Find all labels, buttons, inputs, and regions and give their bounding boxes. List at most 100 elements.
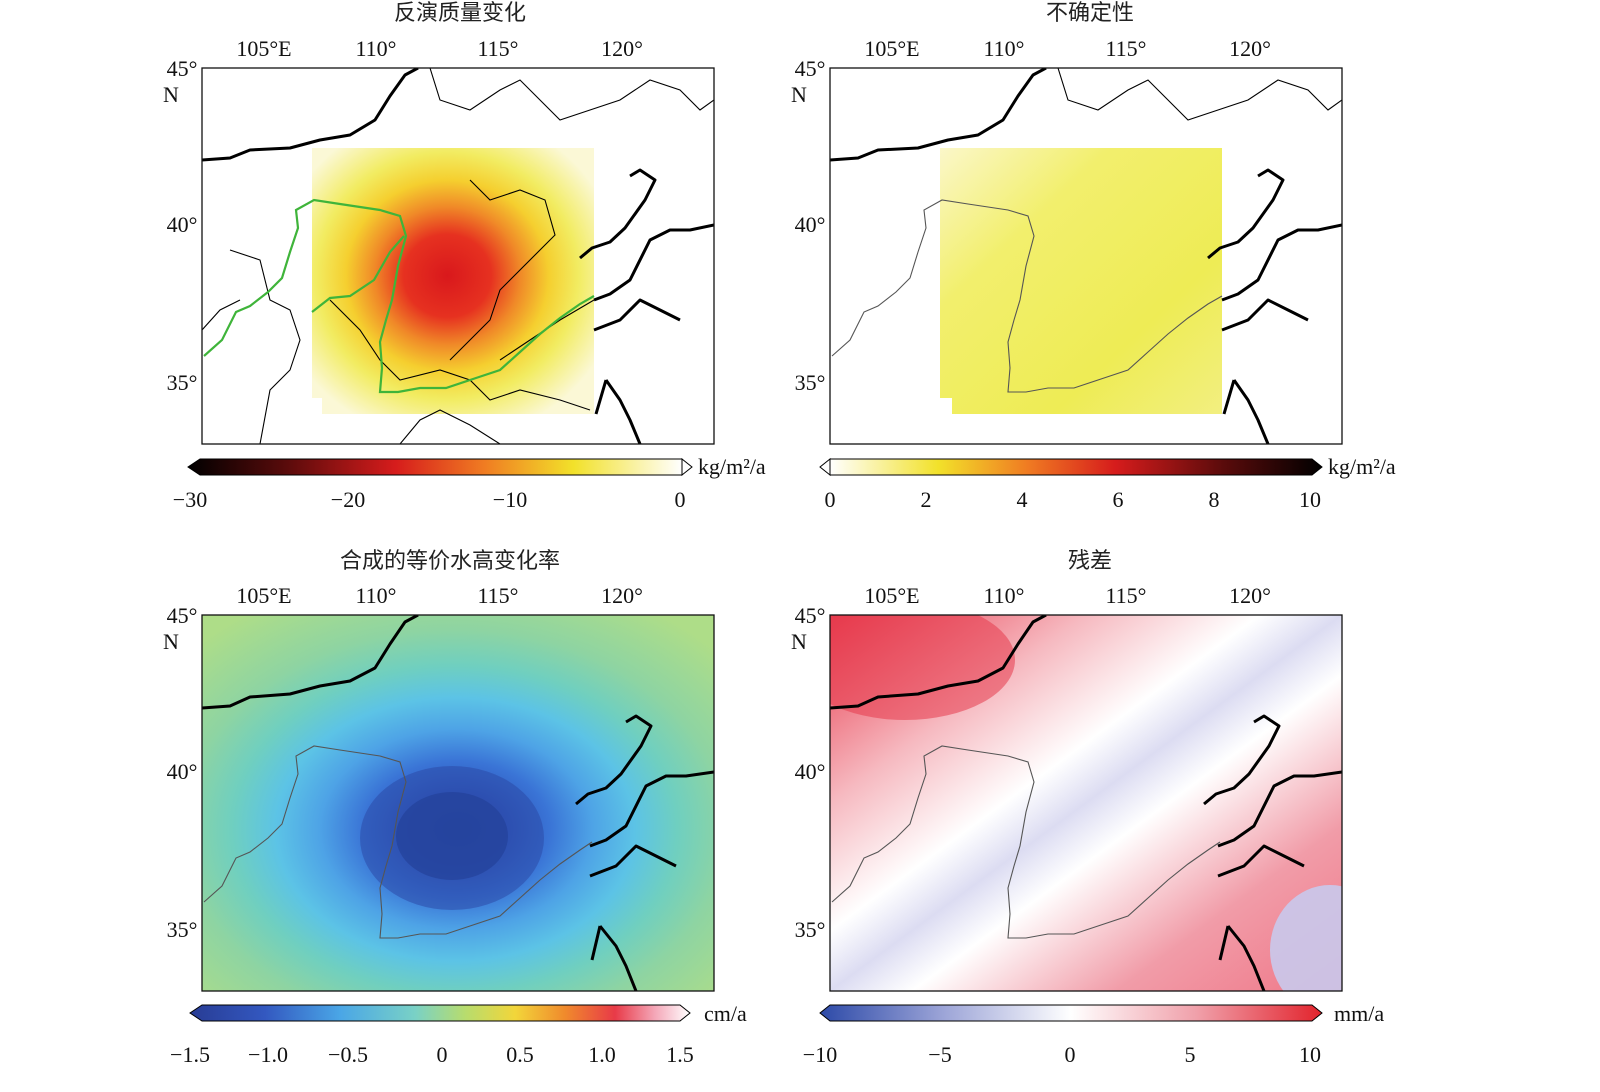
lon-tick-label: 120° [601,583,643,608]
map-frame [201,614,715,992]
panel-title: 不确定性 [1046,1,1134,26]
basin-boundary [311,235,405,313]
residual-blob [1270,885,1342,991]
uncertainty-field [940,148,1222,414]
lat-unit-label: N [163,82,179,107]
panel-title: 合成的等价水高变化率 [340,549,560,574]
panel-title: 残差 [1068,549,1112,574]
lon-tick-label: 115° [1106,36,1147,61]
lon-tick-label: 110° [356,36,397,61]
lat-tick-label: 45° [795,56,826,81]
province-boundary [202,68,714,444]
colorbar: cm/a −1.5 −1.0 −0.5 0 0.5 1.0 1.5 [170,1001,747,1067]
lon-tick-label: 105°E [236,36,291,61]
colorbar-tick: −10 [493,487,527,512]
lat-tick-label: 35° [795,370,826,395]
panel-title: 反演质量变化 [394,1,526,26]
coastline [830,68,1047,162]
colorbar-unit: mm/a [1334,1001,1384,1026]
lat-axis: 45° N 40° 35° [791,56,825,395]
colorbar-unit: kg/m²/a [1328,454,1396,479]
lat-tick-label: 40° [167,212,198,237]
colorbar: mm/a −10 −5 0 5 10 [803,1001,1385,1067]
coastline [1207,168,1342,444]
colorbar-tick: 8 [1209,487,1220,512]
lon-tick-label: 115° [1106,583,1147,608]
lat-axis: 45° N 40° 35° [163,56,197,395]
panel-uncertainty: 不确定性 105°E 110° 115° 120° 45° N 40° 35° … [791,1,1396,512]
colorbar-tick: 10 [1299,1042,1321,1067]
colorbar-tick: 0 [675,487,686,512]
colorbar-tick: 0 [825,487,836,512]
colorbar-tick: 10 [1299,487,1321,512]
coastline [202,68,419,162]
lon-tick-label: 115° [478,583,519,608]
lat-unit-label: N [791,82,807,107]
colorbar-tick: 6 [1113,487,1124,512]
colorbar: kg/m²/a −30 −20 −10 0 [173,454,766,512]
lon-tick-label: 105°E [864,36,919,61]
lon-tick-label: 120° [601,36,643,61]
lat-unit-label: N [163,629,179,654]
colorbar-unit: cm/a [704,1001,747,1026]
colorbar: kg/m²/a 0 2 4 6 8 10 [819,454,1396,512]
lat-tick-label: 45° [167,56,198,81]
lat-tick-label: 45° [795,603,826,628]
lon-tick-label: 105°E [864,583,919,608]
map-area [830,68,1342,444]
colorbar-tick: −1.5 [170,1042,210,1067]
basin-boundary [203,198,595,394]
lon-tick-label: 120° [1229,36,1271,61]
lat-tick-label: 40° [795,212,826,237]
map-frame [829,614,1343,992]
lat-tick-label: 35° [167,917,198,942]
province-boundary [1057,68,1342,121]
panel-mass-change: 反演质量变化 105°E 110° 115° 120° 45° N 40° 35… [163,1,766,512]
colorbar-tick: 1.0 [588,1042,616,1067]
colorbar-tick: −0.5 [328,1042,368,1067]
map-area [830,615,1342,991]
lat-axis: 45° N 40° 35° [791,603,825,942]
lat-tick-label: 35° [167,370,198,395]
basin-boundary [831,745,1221,939]
lat-tick-label: 35° [795,917,826,942]
colorbar-tick: 0 [1065,1042,1076,1067]
coastline [1203,714,1342,991]
colorbar-tick: 5 [1185,1042,1196,1067]
lat-axis: 45° N 40° 35° [163,603,197,942]
lat-tick-label: 40° [167,759,198,784]
lon-tick-label: 110° [984,583,1025,608]
map-frame [829,67,1343,445]
coastline [575,714,714,991]
lon-tick-label: 105°E [236,583,291,608]
map-area [202,68,714,444]
coastline [202,615,419,710]
coastline [579,168,714,444]
basin-boundary [203,745,593,939]
coastline [830,615,1047,710]
colorbar-tick: −1.0 [248,1042,288,1067]
lon-tick-label: 110° [984,36,1025,61]
panel-ewh-rate: 合成的等价水高变化率 105°E 110° 115° 120° 45° N 40… [163,549,747,1067]
residual-blob [830,615,1015,720]
map-frame [201,67,715,445]
colorbar-tick: −10 [803,1042,837,1067]
colorbar-tick: 0.5 [506,1042,534,1067]
lon-axis: 105°E 110° 115° 120° [864,36,1271,61]
lat-tick-label: 45° [167,603,198,628]
lat-unit-label: N [791,629,807,654]
colorbar-tick: 1.5 [666,1042,694,1067]
lon-axis: 105°E 110° 115° 120° [864,583,1271,608]
ewh-contour [396,792,508,880]
basin-boundary [831,199,1223,393]
map-area [202,615,714,991]
lat-tick-label: 40° [795,759,826,784]
panel-residual: 残差 105°E 110° 115° 120° 45° N 40° 35° mm… [791,549,1385,1067]
colorbar-unit: kg/m²/a [698,454,766,479]
lon-axis: 105°E 110° 115° 120° [236,583,643,608]
colorbar-tick: 4 [1017,487,1028,512]
colorbar-tick: −20 [331,487,365,512]
lon-axis: 105°E 110° 115° 120° [236,36,643,61]
colorbar-tick: 2 [921,487,932,512]
lon-tick-label: 115° [478,36,519,61]
